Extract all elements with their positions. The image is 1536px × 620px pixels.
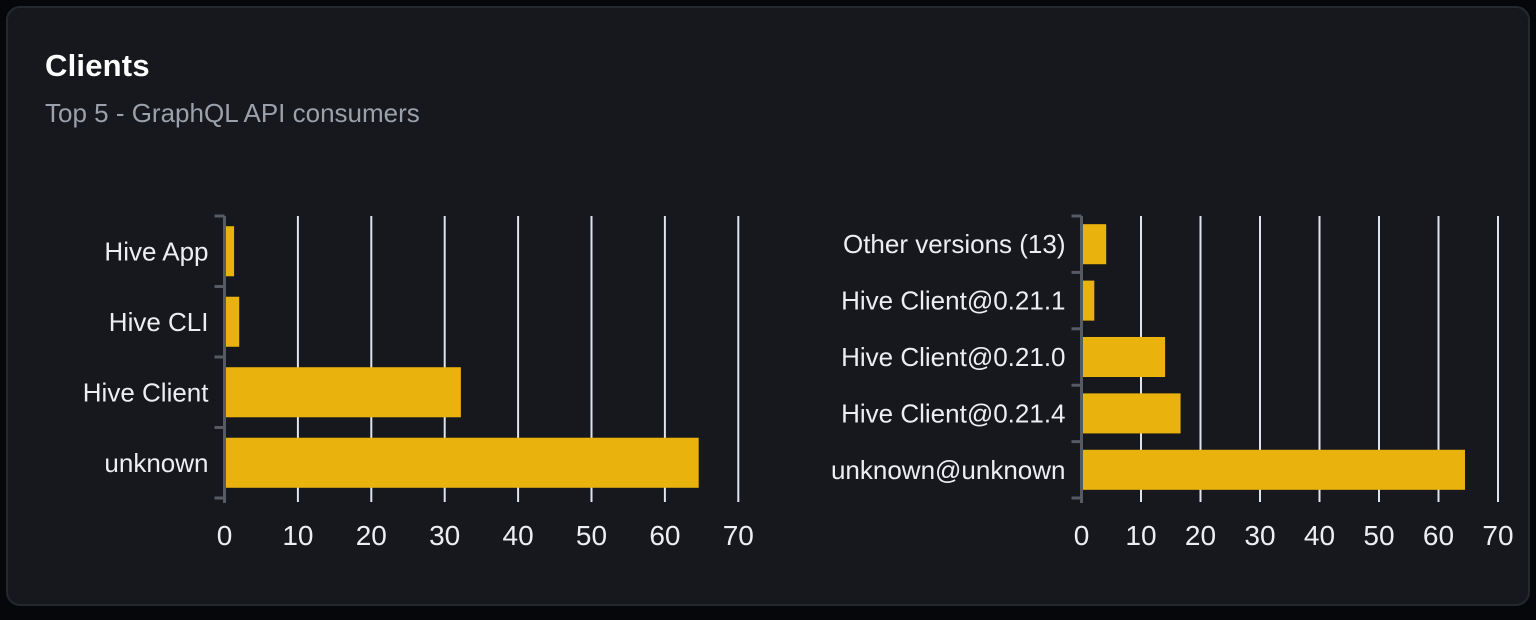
category-label: Hive App: [104, 236, 208, 266]
x-tick-label: 20: [1185, 520, 1216, 551]
bar[interactable]: [1083, 224, 1107, 265]
x-tick-label: 10: [1125, 520, 1156, 551]
x-tick-label: 40: [503, 520, 534, 551]
bar[interactable]: [226, 226, 235, 277]
x-tick-label: 70: [1482, 520, 1513, 551]
x-tick-label: 70: [723, 520, 754, 551]
clients-by-name-chart: Hive App Hive CLI Hive Client unknown 0 10 20 3…: [83, 214, 754, 551]
x-tick-label: 30: [1244, 520, 1275, 551]
bar[interactable]: [226, 367, 461, 418]
bar[interactable]: [1083, 393, 1181, 434]
category-label: Other versions (13): [843, 229, 1066, 259]
clients-card: Clients Top 5 - GraphQL API consumers Hi…: [6, 6, 1530, 606]
category-label: Hive CLI: [109, 307, 209, 337]
x-tick-label: 10: [282, 520, 313, 551]
bar[interactable]: [226, 296, 240, 347]
x-tick-label: 0: [1074, 520, 1090, 551]
x-tick-label: 40: [1304, 520, 1335, 551]
category-label: Hive Client@0.21.0: [841, 342, 1065, 372]
card-title: Clients: [45, 48, 150, 83]
bar[interactable]: [1083, 280, 1095, 321]
x-tick-label: 30: [429, 520, 460, 551]
clients-by-version-chart: Other versions (13) Hive Client@0.21.1 Hiv…: [831, 214, 1514, 551]
x-tick-label: 60: [649, 520, 680, 551]
category-label: Hive Client@0.21.4: [841, 398, 1065, 428]
client-usage-charts: Hive App Hive CLI Hive Client unknown 0 10 20 3…: [83, 214, 1514, 551]
category-label: unknown: [104, 448, 208, 478]
x-tick-label: 60: [1423, 520, 1454, 551]
category-label: Hive Client: [83, 377, 209, 407]
category-label: Hive Client@0.21.1: [841, 286, 1065, 316]
card-subtitle: Top 5 - GraphQL API consumers: [45, 98, 420, 128]
x-tick-label: 20: [356, 520, 387, 551]
category-label: unknown@unknown: [831, 455, 1066, 485]
bar[interactable]: [1083, 336, 1166, 378]
x-tick-label: 50: [1363, 520, 1394, 551]
bar[interactable]: [1083, 449, 1465, 490]
bar[interactable]: [226, 437, 699, 488]
x-tick-label: 50: [576, 520, 607, 551]
x-tick-label: 0: [217, 520, 233, 551]
